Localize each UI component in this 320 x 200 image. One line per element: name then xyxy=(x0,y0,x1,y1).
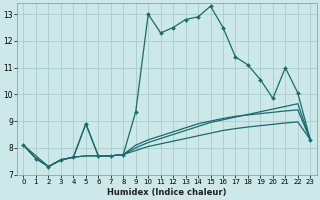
X-axis label: Humidex (Indice chaleur): Humidex (Indice chaleur) xyxy=(107,188,227,197)
